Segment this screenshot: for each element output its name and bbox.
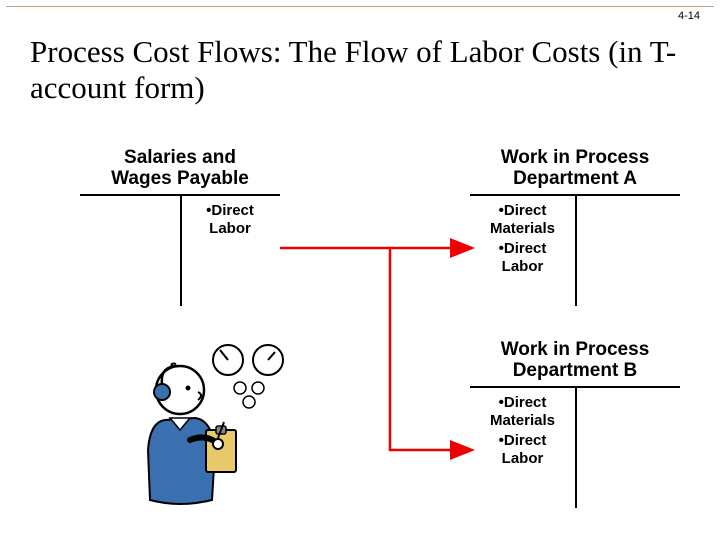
t-account-item: •Direct Labor [474, 240, 571, 276]
t-account-wip-b: Work in Process Department B •Direct Mat… [470, 340, 680, 508]
t-account-item: •Direct Labor [474, 432, 571, 468]
t-account-wip-a: Work in Process Department A •Direct Mat… [470, 148, 680, 306]
t-account-title: Work in Process Department B [470, 340, 680, 382]
t-account-title: Salaries and Wages Payable [80, 148, 280, 190]
t-account-salaries: Salaries and Wages Payable •Direct Labor [80, 148, 280, 306]
t-account-item: •Direct Materials [474, 394, 571, 430]
t-account-left-col: •Direct Materials •Direct Labor [470, 196, 575, 276]
worker-illustration [120, 330, 290, 505]
page-number: 4-14 [678, 10, 700, 22]
t-account-left-col: •Direct Materials •Direct Labor [470, 388, 575, 468]
t-account-item: •Direct Labor [180, 196, 280, 238]
slide-title: Process Cost Flows: The Flow of Labor Co… [30, 34, 700, 105]
t-account-item: •Direct Materials [474, 202, 571, 238]
t-account-title: Work in Process Department A [470, 148, 680, 190]
